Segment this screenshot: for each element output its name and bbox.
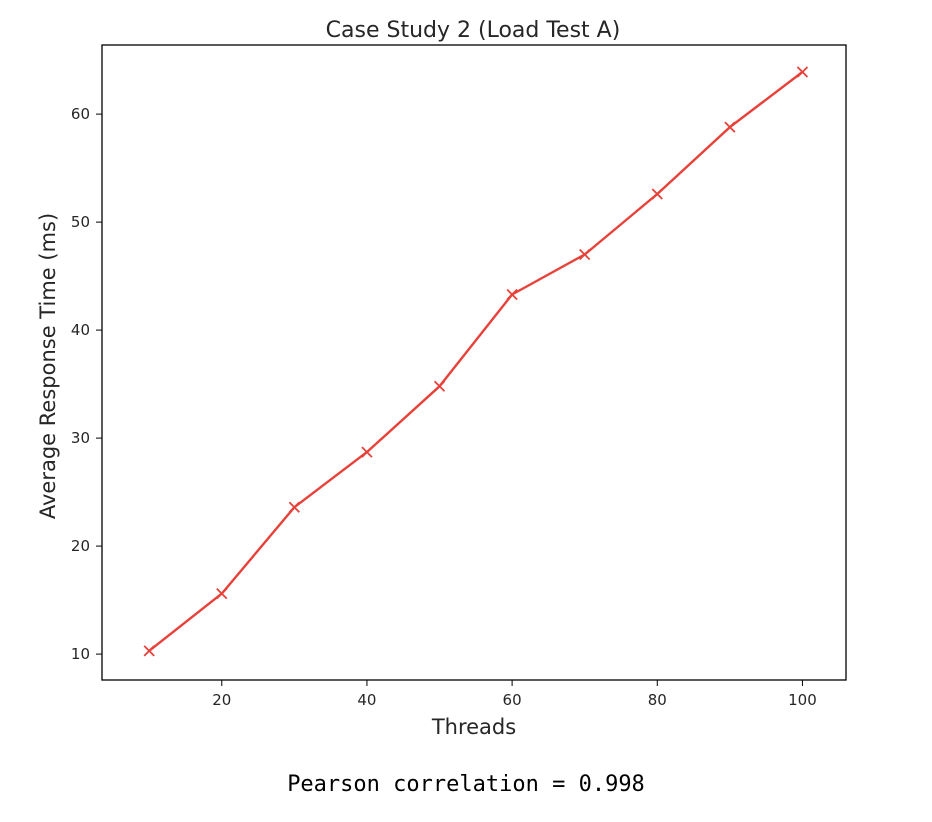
x-tick-label: 80 bbox=[648, 691, 667, 709]
series-line bbox=[148, 71, 804, 652]
x-tick-label: 40 bbox=[357, 691, 376, 709]
y-tick-label: 40 bbox=[71, 321, 90, 339]
pearson-caption: Pearson correlation = 0.998 bbox=[287, 772, 645, 797]
data-point-marker bbox=[579, 248, 591, 261]
plot-frame bbox=[101, 44, 847, 681]
data-point-marker bbox=[724, 121, 736, 133]
data-point-marker bbox=[433, 380, 446, 392]
y-tick-label: 30 bbox=[71, 429, 90, 447]
chart: Case Study 2 (Load Test A) 20 40 60 80 100 1… bbox=[36, 18, 847, 739]
data-point-marker bbox=[361, 446, 373, 458]
chart-title: Case Study 2 (Load Test A) bbox=[326, 18, 621, 43]
data-point-marker bbox=[796, 66, 809, 78]
y-tick-label: 60 bbox=[71, 105, 90, 123]
data-point-marker bbox=[651, 188, 663, 200]
data-point-marker bbox=[143, 645, 155, 657]
y-axis: 10 20 30 40 50 60 bbox=[71, 105, 102, 663]
series-markers bbox=[143, 66, 809, 657]
y-axis-label: Average Response Time (ms) bbox=[36, 213, 60, 519]
x-tick-label: 60 bbox=[503, 691, 522, 709]
y-tick-label: 10 bbox=[71, 645, 90, 663]
data-point-marker bbox=[288, 501, 300, 513]
x-axis: 20 40 60 80 100 bbox=[212, 680, 817, 709]
y-tick-label: 50 bbox=[71, 213, 90, 231]
x-tick-label: 20 bbox=[212, 691, 231, 709]
x-tick-label: 100 bbox=[788, 691, 817, 709]
data-point-marker bbox=[216, 587, 228, 600]
x-axis-label: Threads bbox=[431, 715, 516, 739]
y-tick-label: 20 bbox=[71, 537, 90, 555]
data-point-marker bbox=[506, 288, 518, 301]
